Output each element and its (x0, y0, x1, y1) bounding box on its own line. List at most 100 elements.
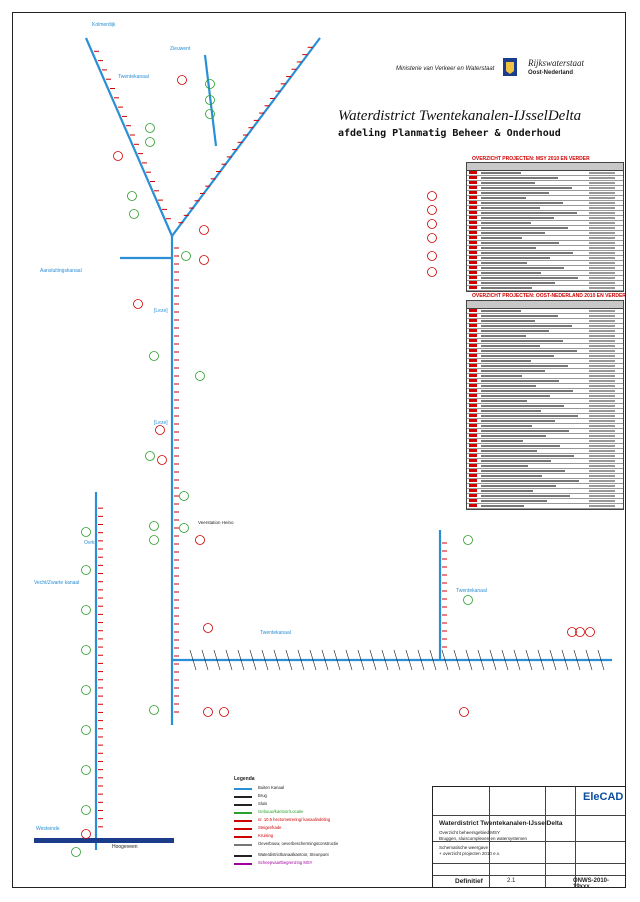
crossing-line (441, 649, 449, 671)
green-marker (205, 79, 215, 89)
red-marker (113, 151, 123, 161)
crossing-line (273, 649, 281, 671)
row-value (589, 237, 615, 239)
row-number (469, 484, 477, 487)
agency-name: Rijkswaterstaat (528, 58, 584, 68)
titleblock-status: Definitief (455, 878, 483, 885)
row-text (481, 485, 556, 487)
red-marker (575, 627, 585, 637)
table-row (467, 379, 623, 384)
table-row (467, 241, 623, 246)
row-text (481, 375, 522, 377)
row-text (481, 390, 573, 392)
row-text (481, 385, 536, 387)
row-text (481, 455, 574, 457)
elecad-logo: EleCAD (583, 791, 624, 803)
table-row (467, 171, 623, 176)
crossing-line (501, 649, 509, 671)
label-hoogeveen: Hoogeveen (112, 844, 138, 850)
agency-region: Oost-Nederland (528, 70, 574, 76)
row-text (481, 500, 547, 502)
row-text (481, 340, 563, 342)
row-text (481, 320, 535, 322)
label-zieuwent: Zieuwent (170, 46, 191, 52)
row-value (589, 247, 615, 249)
row-text (481, 315, 558, 317)
page-title: Waterdistrict Twentekanalen-IJsselDelta (338, 108, 582, 124)
crossing-line (417, 649, 425, 671)
row-value (589, 172, 615, 174)
row-value (589, 202, 615, 204)
table-row (467, 424, 623, 429)
crossing-line (537, 649, 545, 671)
row-number (469, 191, 477, 194)
row-number (469, 504, 477, 507)
row-number (469, 474, 477, 477)
legend-item: Gebouw/kantoor/Locatie (234, 809, 412, 816)
row-number (469, 499, 477, 502)
row-value (589, 227, 615, 229)
red-marker (203, 623, 213, 633)
red-marker (199, 225, 209, 235)
label-aansluitingskanaal: Aansluitingskanaal (40, 268, 82, 274)
row-text (481, 242, 559, 244)
drawing-border (12, 12, 626, 888)
row-number (469, 459, 477, 462)
crossing-line (405, 649, 413, 671)
row-number (469, 389, 477, 392)
crossing-line (225, 649, 233, 671)
row-text (481, 237, 522, 239)
red-marker (133, 299, 143, 309)
label-veerstation: Veerstation Heino (198, 520, 234, 525)
row-number (469, 419, 477, 422)
row-text (481, 192, 549, 194)
row-value (589, 380, 615, 382)
row-text (481, 395, 550, 397)
crossing-line (489, 649, 497, 671)
row-text (481, 420, 555, 422)
red-marker (567, 627, 577, 637)
crossing-line (333, 649, 341, 671)
table-row (467, 459, 623, 464)
row-number (469, 186, 477, 189)
table-row (467, 369, 623, 374)
row-value (589, 480, 615, 482)
row-value (589, 370, 615, 372)
crossing-line (189, 649, 197, 671)
table-row (467, 221, 623, 226)
titleblock-district: Waterdistrict Twentekanalen-IJsselDelta (439, 820, 563, 827)
row-text (481, 177, 558, 179)
row-value (589, 405, 615, 407)
titleblock-revision: 2.1 (507, 878, 516, 884)
table-row (467, 454, 623, 459)
green-marker (71, 847, 81, 857)
table-row (467, 449, 623, 454)
table-row (467, 349, 623, 354)
row-text (481, 495, 570, 497)
red-marker (585, 627, 595, 637)
legend-item: Waterdistrictkanaalkantoor, Steunpunt (234, 852, 412, 859)
table-row (467, 324, 623, 329)
row-text (481, 277, 578, 279)
row-value (589, 282, 615, 284)
legend-item: Brug (234, 793, 412, 800)
table-row (467, 489, 623, 494)
row-number (469, 379, 477, 382)
titleblock-desc1: Overzicht beheersgebied MSY (439, 830, 501, 835)
red-marker (427, 191, 437, 201)
green-marker (149, 521, 159, 531)
table-row (467, 329, 623, 334)
row-number (469, 369, 477, 372)
row-value (589, 257, 615, 259)
table-row (467, 191, 623, 196)
red-marker (427, 233, 437, 243)
crossing-line (561, 649, 569, 671)
label-vecht: Vecht/Zwarte kanaal (34, 580, 80, 586)
crossing-line (453, 649, 461, 671)
table-row (467, 484, 623, 489)
row-text (481, 272, 541, 274)
table-row (467, 319, 623, 324)
row-text (481, 172, 521, 174)
crossing-line (345, 649, 353, 671)
